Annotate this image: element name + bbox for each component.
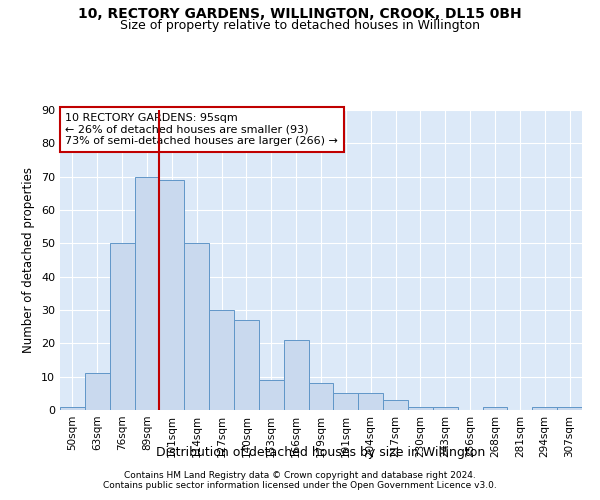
Bar bbox=[85, 374, 110, 410]
Bar bbox=[234, 320, 259, 410]
Text: Distribution of detached houses by size in Willington: Distribution of detached houses by size … bbox=[157, 446, 485, 459]
Bar bbox=[383, 400, 408, 410]
Bar bbox=[184, 244, 209, 410]
Bar bbox=[334, 394, 358, 410]
Bar bbox=[259, 380, 284, 410]
Text: Contains public sector information licensed under the Open Government Licence v3: Contains public sector information licen… bbox=[103, 482, 497, 490]
Bar bbox=[209, 310, 234, 410]
Bar bbox=[532, 406, 557, 410]
Bar bbox=[308, 384, 334, 410]
Text: Contains HM Land Registry data © Crown copyright and database right 2024.: Contains HM Land Registry data © Crown c… bbox=[124, 470, 476, 480]
Bar bbox=[433, 406, 458, 410]
Bar bbox=[408, 406, 433, 410]
Bar bbox=[358, 394, 383, 410]
Bar bbox=[160, 180, 184, 410]
Bar bbox=[134, 176, 160, 410]
Y-axis label: Number of detached properties: Number of detached properties bbox=[22, 167, 35, 353]
Bar bbox=[482, 406, 508, 410]
Bar bbox=[60, 406, 85, 410]
Bar bbox=[557, 406, 582, 410]
Text: Size of property relative to detached houses in Willington: Size of property relative to detached ho… bbox=[120, 18, 480, 32]
Text: 10, RECTORY GARDENS, WILLINGTON, CROOK, DL15 0BH: 10, RECTORY GARDENS, WILLINGTON, CROOK, … bbox=[78, 8, 522, 22]
Bar bbox=[284, 340, 308, 410]
Bar bbox=[110, 244, 134, 410]
Text: 10 RECTORY GARDENS: 95sqm
← 26% of detached houses are smaller (93)
73% of semi-: 10 RECTORY GARDENS: 95sqm ← 26% of detac… bbox=[65, 113, 338, 146]
